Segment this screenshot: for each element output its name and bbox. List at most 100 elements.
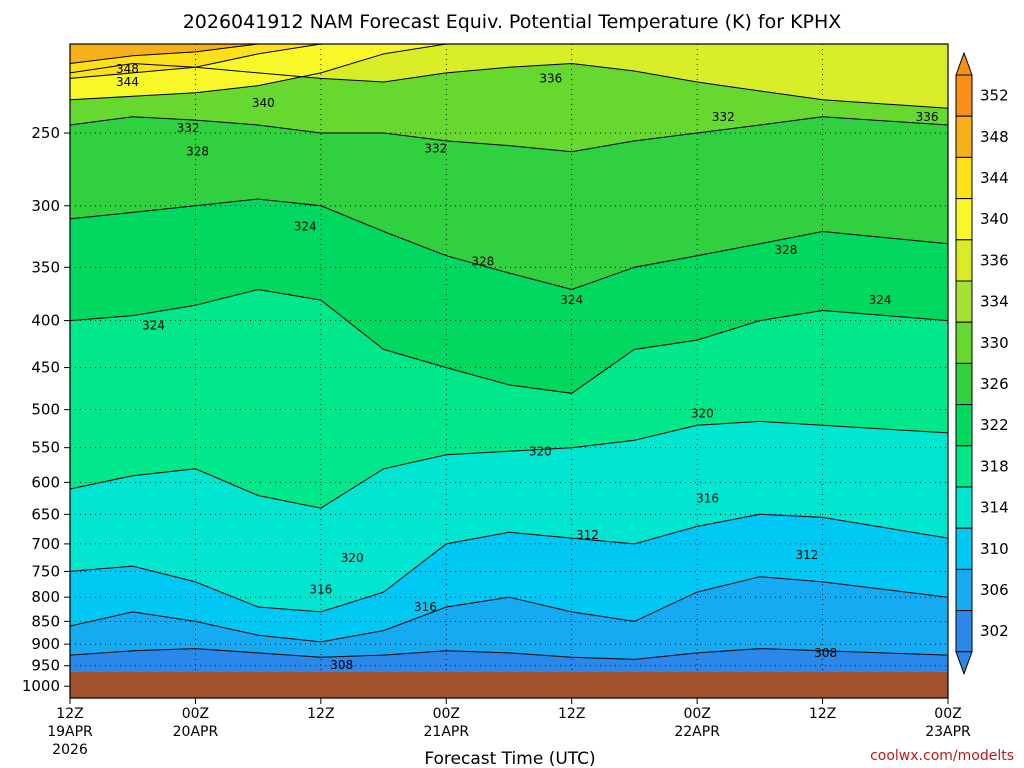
- x-tick-label: 00Z: [934, 706, 961, 722]
- y-tick-label: 650: [31, 505, 60, 523]
- contour-label-text: 344: [116, 75, 139, 89]
- colorbar-cell: [955, 74, 973, 117]
- contour-320: [70, 420, 948, 509]
- contour-label-text: 332: [177, 121, 200, 135]
- colorbar-label: 322: [980, 416, 1009, 434]
- contour-label-3: 340: [252, 96, 275, 110]
- band-340: [70, 44, 948, 100]
- contour-label-text: 316: [696, 492, 719, 506]
- contour-label-text: 324: [560, 293, 583, 307]
- terrain: [70, 671, 948, 698]
- contour-label-text: 336: [916, 110, 939, 124]
- contour-label-text: 316: [309, 583, 332, 597]
- contour-label-8: 336: [916, 110, 939, 124]
- filled-bands: [70, 44, 948, 698]
- contour-348: [70, 44, 948, 64]
- band-348: [70, 44, 948, 64]
- contour-label-text: 324: [869, 293, 892, 307]
- contour-lines: [70, 44, 948, 660]
- contour-label-text: 320: [691, 407, 714, 421]
- y-tick-label: 400: [31, 312, 60, 330]
- contour-label-18: 312: [576, 528, 599, 542]
- colorbar-cell: [955, 321, 973, 364]
- colorbar-bottom-arrow: [955, 651, 973, 676]
- y-tick-label: 800: [31, 588, 60, 606]
- colorbar-cell: [955, 280, 973, 323]
- colorbar-label: 336: [980, 251, 1009, 269]
- contour-label-text: 324: [142, 319, 165, 333]
- contour-label-text: 312: [576, 528, 599, 542]
- x-tick-label: 00Z: [433, 706, 460, 722]
- colorbar-label: 318: [980, 457, 1009, 475]
- y-tick-label: 900: [31, 635, 60, 653]
- colorbar-cell: [955, 198, 973, 241]
- x-tick-label: 19APR: [47, 724, 93, 740]
- contour-label-19: 312: [795, 548, 818, 562]
- y-tick-label: 450: [31, 359, 60, 377]
- x-tick-label: 20APR: [173, 724, 219, 740]
- contour-label-17: 316: [696, 492, 719, 506]
- contour-label-text: 308: [814, 646, 837, 660]
- colorbar-cell: [955, 486, 973, 529]
- x-tick-label: 12Z: [558, 706, 585, 722]
- colorbar-label: 326: [980, 375, 1009, 393]
- y-tick-label: 1000: [22, 677, 60, 695]
- terrain-layer: [70, 671, 948, 698]
- x-tick-label: 12Z: [307, 706, 334, 722]
- contour-label-2: 336: [539, 71, 562, 85]
- contour-label-text: 328: [186, 145, 209, 159]
- x-axis: 12Z 19APR 2026 00Z 20APR 12Z 00Z 21APR 12Z 00Z 22A…: [47, 698, 971, 758]
- contour-328: [70, 198, 948, 291]
- contour-label-11: 328: [775, 243, 798, 257]
- y-tick-label: 850: [31, 612, 60, 630]
- colorbar-cell: [955, 362, 973, 406]
- contour-label-9: 324: [294, 220, 317, 234]
- x-tick-label: 00Z: [683, 706, 710, 722]
- y-tick-label: 750: [31, 562, 60, 580]
- contour-label-text: 324: [294, 220, 317, 234]
- y-tick-label: 300: [31, 197, 60, 215]
- colorbar-label: 302: [980, 622, 1009, 640]
- contour-label-text: 332: [424, 142, 447, 156]
- x-tick-label: 12Z: [809, 706, 836, 722]
- colorbar-cell: [955, 404, 973, 447]
- y-tick-label: 950: [31, 657, 60, 675]
- y-tick-label: 600: [31, 473, 60, 491]
- credit-text: coolwx.com/modelts: [870, 748, 1014, 764]
- contour-label-text: 320: [341, 551, 364, 565]
- colorbar-label: 314: [980, 499, 1009, 517]
- contour-label-5: 328: [186, 145, 209, 159]
- colorbar-top-arrow: [955, 51, 973, 76]
- colorbar-label: 334: [980, 293, 1009, 311]
- contour-label-10: 328: [471, 255, 494, 269]
- contour-label-1: 344: [116, 75, 139, 89]
- contour-308: [70, 648, 948, 660]
- contour-312: [70, 576, 948, 643]
- y-tick-label: 500: [31, 401, 60, 419]
- contour-label-15: 320: [691, 407, 714, 421]
- contour-label-text: 308: [330, 658, 353, 672]
- contour-label-0: 348: [116, 62, 139, 76]
- contour-332: [70, 116, 948, 153]
- colorbar-label: 310: [980, 540, 1009, 558]
- plot-frame: [69, 43, 949, 699]
- contour-label-text: 336: [539, 71, 562, 85]
- y-tick-label: 350: [31, 258, 60, 276]
- contour-label-text: 348: [116, 62, 139, 76]
- contour-label-7: 332: [712, 110, 735, 124]
- contour-label-22: 316: [414, 600, 437, 614]
- colorbar-label: 340: [980, 210, 1009, 228]
- contour-336: [70, 62, 948, 109]
- colorbar-label: 330: [980, 334, 1009, 352]
- contour-label-text: 332: [712, 110, 735, 124]
- colorbar-cell: [955, 115, 973, 158]
- chart-title: 2026041912 NAM Forecast Equiv. Potential…: [183, 11, 842, 33]
- x-tick-label: 00Z: [182, 706, 209, 722]
- colorbar: 352 348 344 340 336 334 330 326 322 318 314 310 306 3…: [955, 51, 1009, 676]
- contour-label-21: 316: [309, 583, 332, 597]
- contour-label-14: 324: [142, 319, 165, 333]
- contour-label-4: 332: [177, 121, 200, 135]
